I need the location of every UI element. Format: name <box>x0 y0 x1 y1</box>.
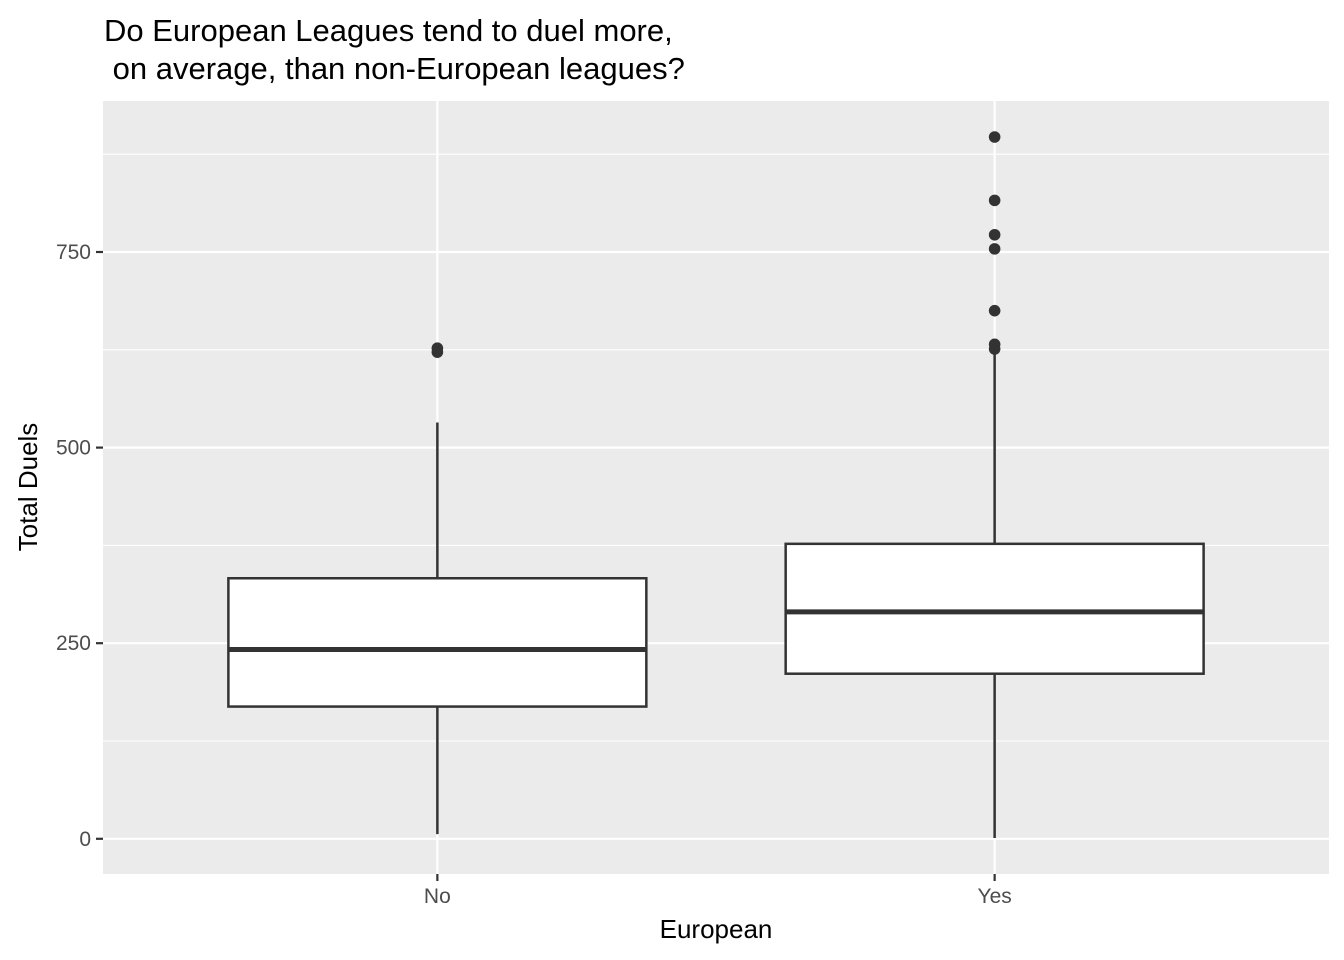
y-tick-label: 250 <box>56 632 91 655</box>
outlier-point <box>988 131 1001 143</box>
y-axis-title: Total Duels <box>13 423 43 552</box>
plot-panel <box>103 101 1329 874</box>
box-group-no <box>227 342 648 835</box>
x-tick-label: Yes <box>978 885 1012 908</box>
box-iqr <box>227 577 648 708</box>
outlier-point <box>988 194 1001 207</box>
x-axis: No Yes <box>424 874 1012 908</box>
y-tick-label: 0 <box>79 828 91 851</box>
y-tick-label: 500 <box>56 437 91 460</box>
outlier-point <box>988 304 1001 317</box>
outlier-point <box>988 338 1001 351</box>
outlier-point <box>988 228 1001 241</box>
outlier-point <box>988 243 1001 255</box>
box-group-yes <box>784 131 1205 839</box>
x-axis-title: European <box>660 914 773 944</box>
box-iqr <box>784 542 1205 675</box>
chart-title-line-1: Do European Leagues tend to duel more, <box>104 13 673 48</box>
chart-title-line-2: on average, than non-European leagues? <box>104 51 685 86</box>
x-tick-label: No <box>424 885 451 908</box>
y-axis: 0 250 500 750 <box>56 241 103 851</box>
outlier-point <box>431 342 444 355</box>
y-tick-label: 750 <box>56 241 91 264</box>
boxes-layer <box>227 131 1205 839</box>
